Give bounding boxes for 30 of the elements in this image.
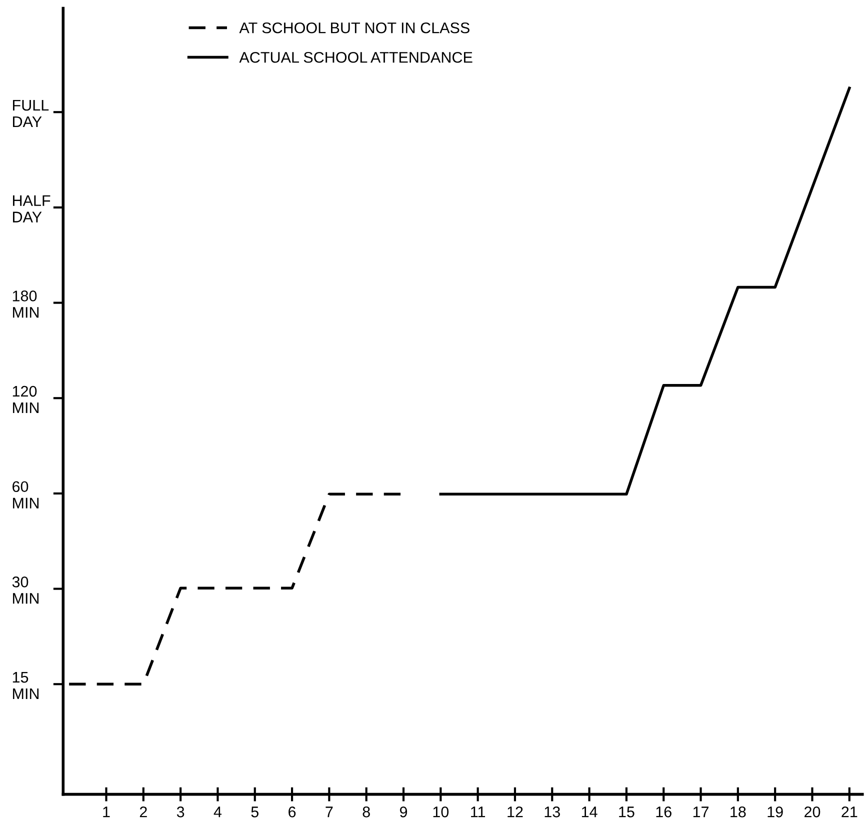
x-tick-label: 15 [619, 806, 634, 818]
x-tick-label: 12 [508, 806, 523, 818]
x-tick-label: 17 [693, 806, 708, 818]
x-tick-label: 2 [140, 806, 147, 818]
x-tick-label: 10 [433, 806, 449, 818]
category-label: HALF DAY [13, 195, 50, 222]
x-tick-label: 8 [362, 806, 370, 818]
category-label: 180 MIN [12, 290, 39, 318]
x-tick-label: 3 [176, 806, 184, 818]
x-tick-label: 5 [251, 806, 258, 818]
category-label: FULL DAY [13, 100, 49, 127]
category-label: 30 MIN [12, 576, 39, 604]
x-tick-label: 14 [582, 806, 598, 818]
x-tick-label: 20 [804, 806, 820, 818]
x-tick-label: 6 [288, 806, 296, 818]
x-tick-label: 9 [400, 806, 408, 818]
x-tick-label: 16 [656, 806, 672, 818]
x-tick-label: 4 [214, 806, 222, 818]
category-label: 15 MIN [12, 672, 39, 700]
legend-label: ACTUAL SCHOOL ATTENDANCE [239, 52, 472, 63]
x-tick-label: 11 [471, 806, 486, 818]
x-tick-label: 7 [326, 806, 333, 818]
x-tick-label: 18 [730, 806, 746, 818]
x-tick-label: 13 [544, 806, 560, 818]
x-tick-label: 21 [842, 806, 858, 818]
legend-label: AT SCHOOL BUT NOT IN CLASS [239, 22, 470, 34]
category-label: 60 MIN [12, 481, 39, 508]
category-label: 120 MIN [12, 386, 39, 413]
x-tick-label: 1 [103, 806, 110, 818]
x-tick-label: 19 [768, 806, 783, 818]
